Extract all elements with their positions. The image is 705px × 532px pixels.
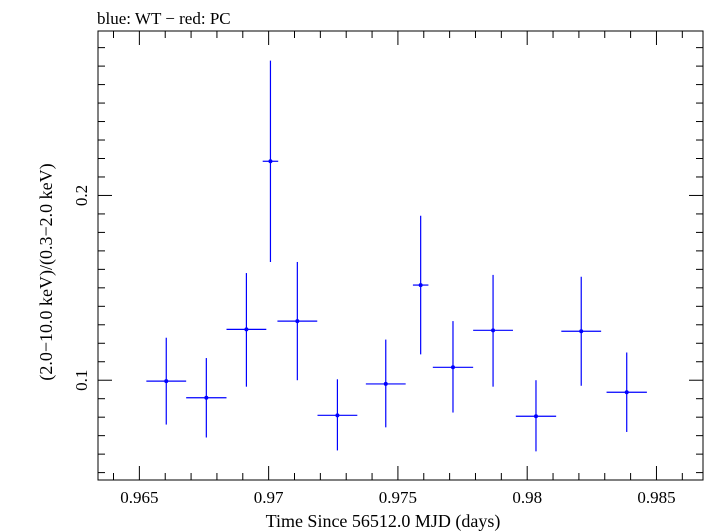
data-point [365, 339, 406, 428]
y-tick-label: 0.2 [72, 185, 91, 206]
x-tick-label: 0.985 [637, 488, 675, 507]
data-point [317, 379, 358, 451]
point-marker [268, 159, 273, 164]
y-tick-label: 0.1 [72, 370, 91, 391]
x-tick-label: 0.965 [120, 488, 158, 507]
point-marker [164, 379, 169, 384]
x-tick-label: 0.98 [512, 488, 542, 507]
x-tick-label: 0.975 [379, 488, 417, 507]
point-marker [244, 327, 249, 332]
data-point [432, 321, 474, 413]
x-tick-label: 0.97 [254, 488, 284, 507]
point-marker [624, 390, 629, 395]
point-marker [491, 328, 496, 333]
point-marker [335, 413, 340, 418]
data-point [186, 358, 227, 438]
point-marker [579, 329, 584, 334]
data-point [262, 60, 279, 262]
point-marker [295, 319, 300, 324]
data-series [146, 60, 647, 452]
point-marker [204, 395, 209, 400]
x-axis-label: Time Since 56512.0 MJD (days) [266, 511, 501, 532]
data-point [515, 380, 557, 452]
point-marker [450, 365, 455, 370]
y-axis: 0.1 0.2 [72, 47, 703, 474]
point-marker [383, 381, 388, 386]
point-marker [418, 283, 423, 288]
data-point [412, 215, 429, 355]
data-point [277, 261, 318, 381]
chart-title: blue: WT − red: PC [97, 9, 231, 28]
data-point [561, 276, 602, 386]
x-axis: 0.965 0.97 0.975 0.98 0.985 [113, 31, 683, 507]
plot-frame [97, 30, 704, 481]
data-point [226, 273, 267, 387]
y-axis-label: (2.0−10.0 keV)/(0.3−2.0 keV) [36, 163, 57, 380]
data-point [146, 337, 187, 425]
data-point [606, 352, 647, 432]
data-point [473, 274, 513, 387]
point-marker [533, 414, 538, 419]
